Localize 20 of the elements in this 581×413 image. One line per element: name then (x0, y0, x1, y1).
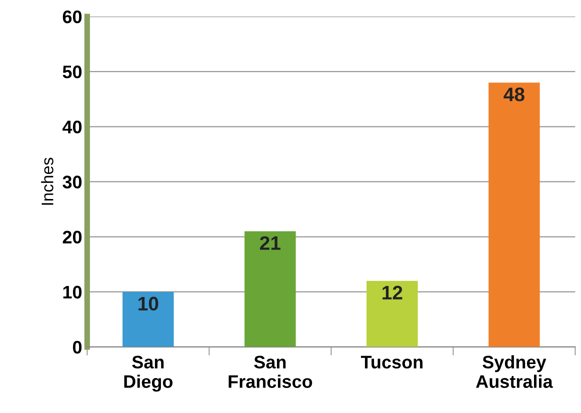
y-tick-label: 50 (62, 66, 82, 78)
data-label: 21 (260, 236, 280, 250)
y-axis-title: Inches (41, 158, 54, 205)
data-label: 48 (504, 88, 524, 102)
y-tick-label: 10 (63, 286, 82, 299)
y-tick-label: 40 (62, 120, 82, 134)
y-tick-label: 30 (62, 176, 82, 188)
y-tick-label: 60 (62, 10, 82, 24)
x-tick-label: San Francisco (228, 356, 312, 388)
x-tick-label: Tucson (360, 356, 422, 369)
data-label: 10 (138, 296, 158, 311)
y-tick-label: 20 (62, 230, 82, 244)
bar (244, 231, 296, 347)
data-label: 12 (382, 286, 402, 300)
bar (122, 292, 174, 347)
bar (488, 82, 540, 347)
bar (366, 280, 418, 347)
x-tick-label: San Diego (124, 356, 173, 392)
y-tick-label: 0 (72, 340, 82, 354)
x-tick-label: Sydney Australia (476, 355, 553, 388)
